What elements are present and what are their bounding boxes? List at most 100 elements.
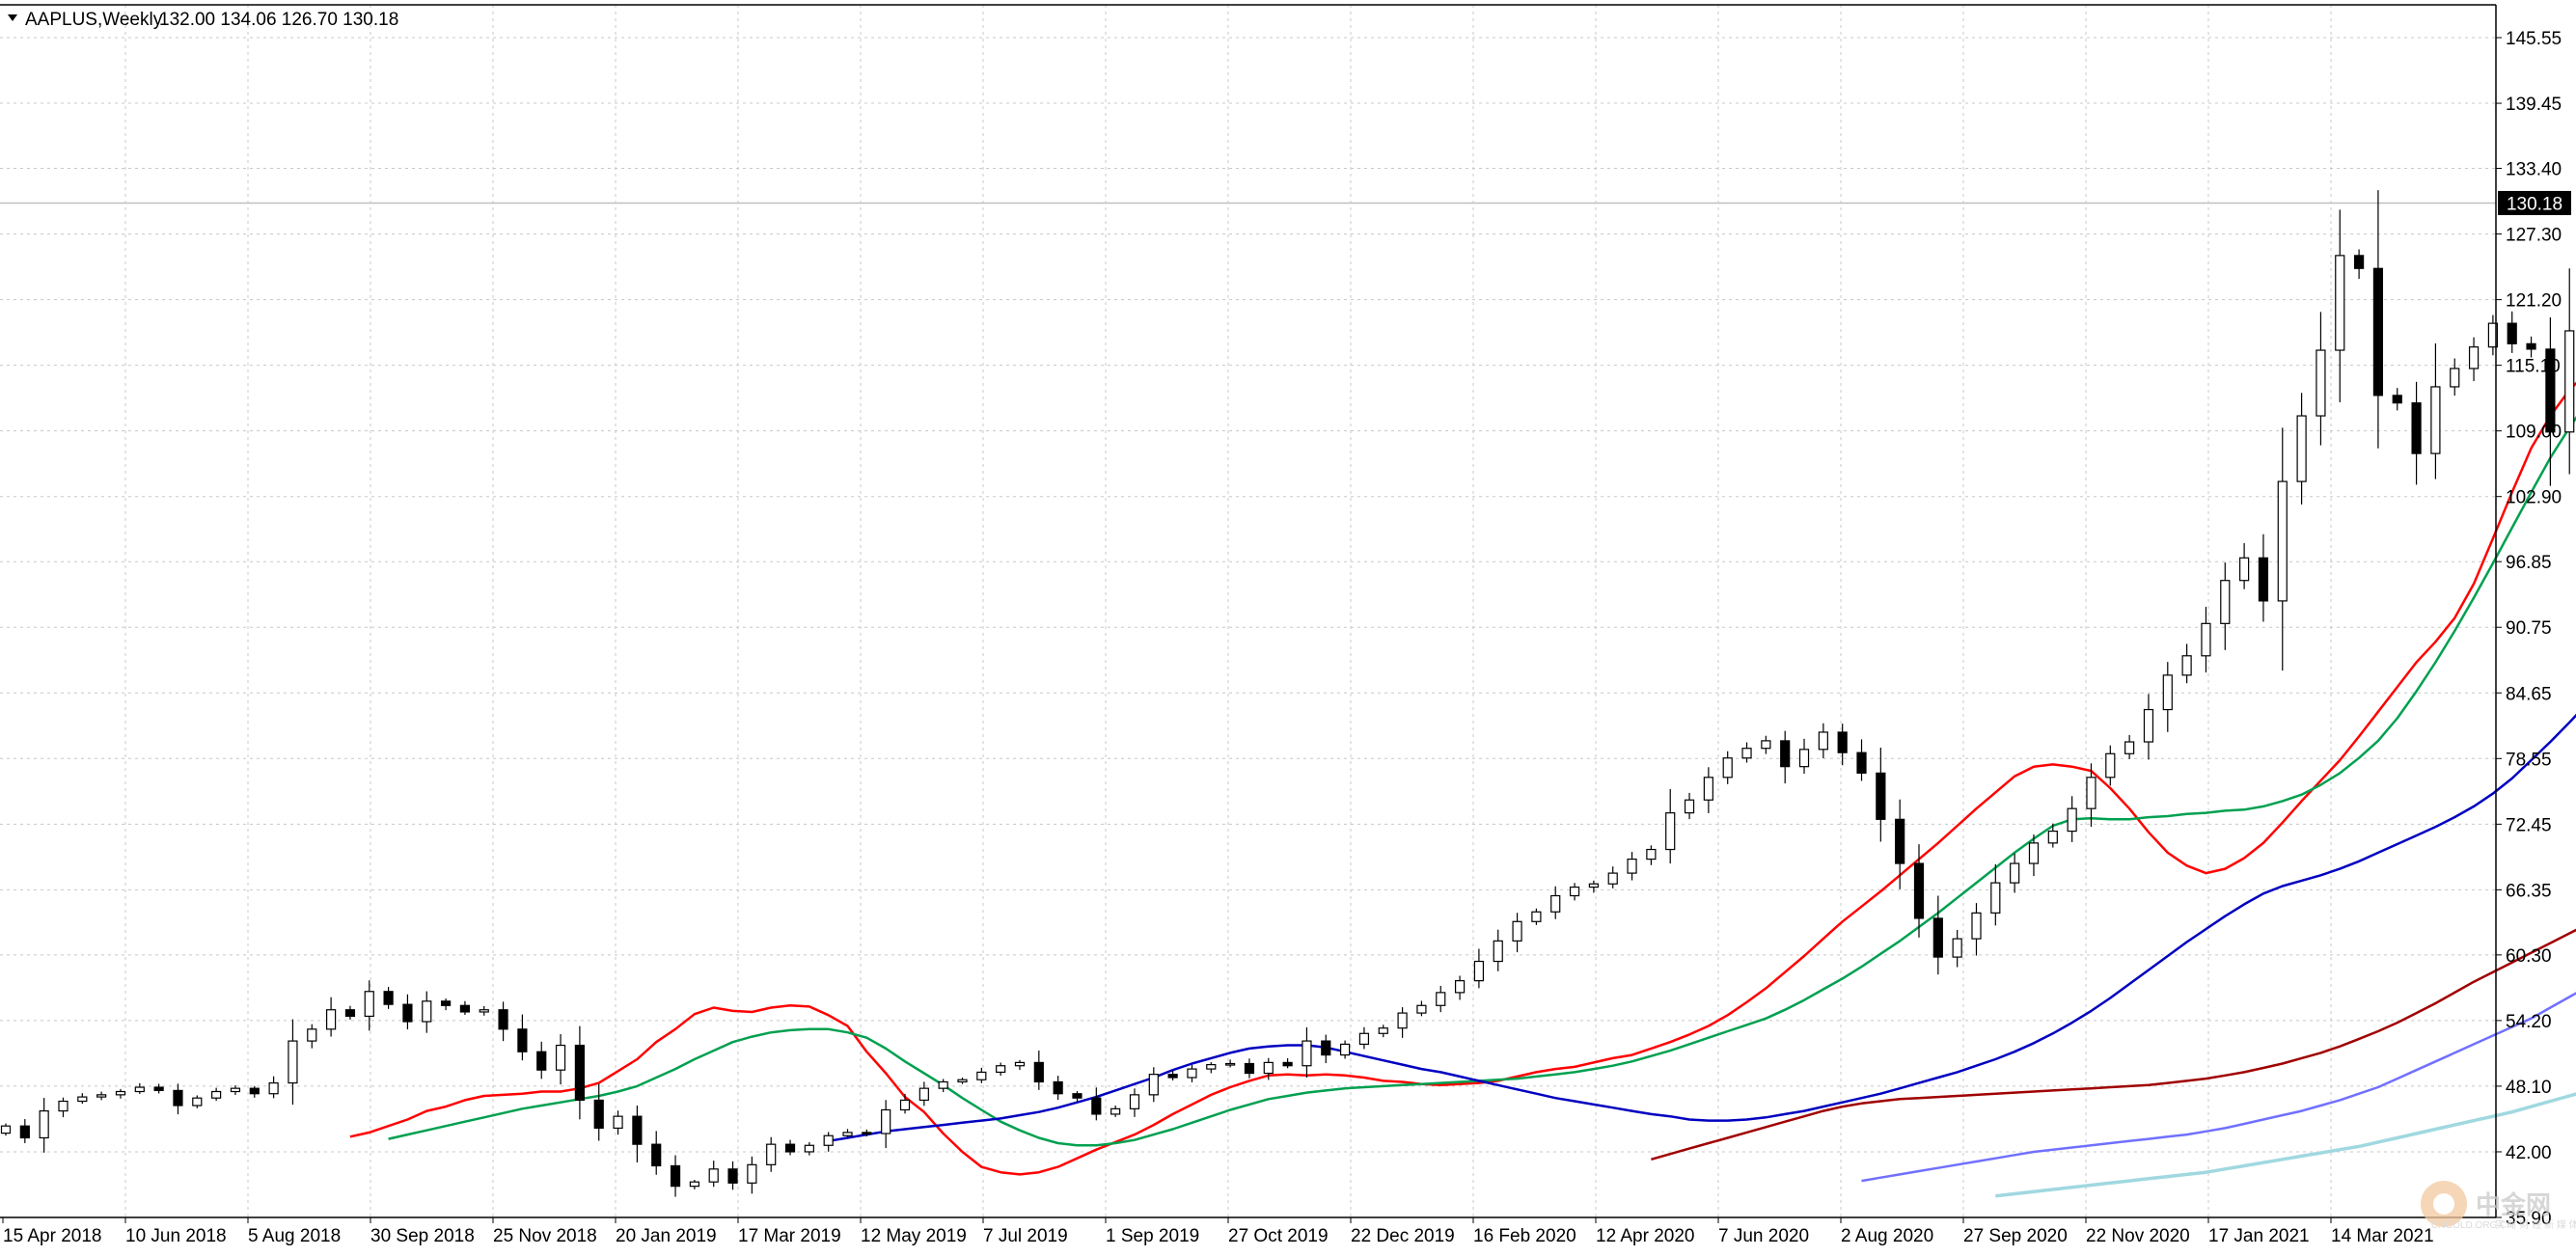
- candle-body: [2507, 323, 2516, 343]
- watermark-tagline: 实 时 财 经 新 媒 体: [2495, 1218, 2576, 1231]
- last-price-label: 130.18: [2507, 194, 2562, 214]
- candle-body: [2527, 343, 2535, 349]
- price-tick-label: 109.00: [2506, 423, 2562, 443]
- time-tick-label: 17 Jan 2021: [2208, 1226, 2310, 1246]
- price-tick-label: 60.30: [2506, 946, 2552, 967]
- time-tick-label: 22 Nov 2020: [2086, 1226, 2190, 1246]
- candle-body: [2182, 656, 2191, 675]
- candle-body: [2373, 268, 2382, 396]
- candle-body: [2565, 331, 2574, 432]
- candle-body: [1302, 1041, 1311, 1066]
- watermark-brand: 中金网: [2476, 1190, 2551, 1219]
- candle-body: [1513, 921, 1521, 941]
- time-tick-label: 22 Dec 2019: [1351, 1226, 1455, 1246]
- candle-body: [1857, 752, 1866, 773]
- candle-body: [2278, 481, 2287, 601]
- candle-body: [1762, 741, 1770, 749]
- price-tick-label: 139.45: [2506, 95, 2562, 115]
- candle-body: [231, 1088, 239, 1091]
- candle-body: [767, 1144, 776, 1164]
- candle-body: [977, 1072, 986, 1079]
- candle-body: [327, 1010, 336, 1029]
- candle-body: [1628, 860, 1636, 873]
- candle-body: [843, 1133, 852, 1135]
- time-tick-label: 12 Apr 2020: [1596, 1226, 1694, 1246]
- candle-body: [1207, 1065, 1216, 1069]
- candle-body: [863, 1133, 871, 1134]
- price-tick-label: 96.85: [2506, 553, 2552, 573]
- candle-body: [1571, 888, 1579, 896]
- candle-body: [1800, 750, 1809, 767]
- time-tick-label: 27 Sep 2020: [1963, 1226, 2068, 1246]
- candle-body: [2336, 256, 2344, 350]
- time-tick-label: 1 Sep 2019: [1106, 1226, 1199, 1246]
- price-tick-label: 48.10: [2506, 1078, 2552, 1098]
- candle-body: [78, 1097, 87, 1101]
- price-tick-label: 145.55: [2506, 29, 2562, 49]
- candle-body: [2355, 256, 2364, 268]
- candle-body: [1226, 1064, 1235, 1066]
- candle-body: [2316, 350, 2325, 416]
- candle-body: [2431, 387, 2440, 453]
- price-tick-label: 133.40: [2506, 160, 2562, 180]
- candle-body: [1742, 749, 1751, 758]
- candle-body: [2029, 843, 2038, 863]
- candle-body: [1933, 918, 1942, 957]
- candle-body: [1341, 1044, 1350, 1054]
- candle-body: [1474, 962, 1483, 981]
- candle-body: [499, 1010, 507, 1029]
- candle-body: [2297, 416, 2306, 481]
- candle-body: [1015, 1062, 1024, 1065]
- candle-body: [557, 1046, 565, 1071]
- time-tick-label: 2 Aug 2020: [1841, 1226, 1933, 1246]
- candle-body: [1896, 819, 1905, 863]
- candle-body: [97, 1095, 106, 1097]
- candle-body: [575, 1046, 584, 1101]
- candle-body: [212, 1092, 221, 1099]
- candle-body: [2393, 396, 2401, 403]
- candle-body: [2240, 558, 2249, 580]
- candle-body: [997, 1066, 1005, 1073]
- candle-body: [1283, 1062, 1292, 1065]
- candle-body: [1494, 941, 1502, 961]
- price-tick-label: 84.65: [2506, 684, 2552, 704]
- candle-body: [1188, 1069, 1196, 1078]
- candle-body: [1781, 741, 1790, 767]
- time-tick-label: 7 Jul 2019: [983, 1226, 1068, 1246]
- time-tick-label: 27 Oct 2019: [1228, 1226, 1329, 1246]
- candle-body: [671, 1165, 680, 1186]
- candle-body: [116, 1092, 124, 1095]
- candle-body: [1666, 813, 1675, 850]
- candle-body: [958, 1079, 967, 1081]
- candle-body: [1379, 1028, 1387, 1034]
- candle-body: [1589, 884, 1598, 887]
- candle-body: [1322, 1041, 1330, 1054]
- price-tick-label: 66.35: [2506, 881, 2552, 901]
- candle-body: [442, 1001, 451, 1005]
- candle-body: [728, 1169, 737, 1183]
- chart-symbol-title: AAPLUS,Weekly: [25, 10, 163, 30]
- watermark-logo-inner-icon: [2433, 1193, 2454, 1215]
- candle-body: [2259, 558, 2267, 601]
- candle-body: [614, 1116, 622, 1128]
- candle-body: [135, 1087, 144, 1091]
- time-tick-label: 10 Jun 2018: [125, 1226, 227, 1246]
- candle-body: [1130, 1095, 1138, 1108]
- candle-body: [1838, 732, 1847, 752]
- price-tick-label: 115.10: [2506, 357, 2561, 377]
- candle-body: [2451, 369, 2459, 387]
- candle-body: [423, 1001, 431, 1022]
- time-tick-label: 15 Apr 2018: [3, 1226, 101, 1246]
- candle-body: [786, 1144, 795, 1152]
- candle-body: [2, 1126, 11, 1133]
- price-tick-label: 72.45: [2506, 815, 2552, 835]
- candle-body: [308, 1029, 316, 1041]
- candle-body: [1608, 873, 1617, 884]
- candle-body: [1723, 758, 1732, 778]
- time-tick-label: 17 Mar 2019: [738, 1226, 841, 1246]
- candle-body: [824, 1135, 833, 1145]
- candle-body: [480, 1010, 488, 1012]
- candle-body: [594, 1100, 603, 1128]
- candle-body: [633, 1116, 642, 1144]
